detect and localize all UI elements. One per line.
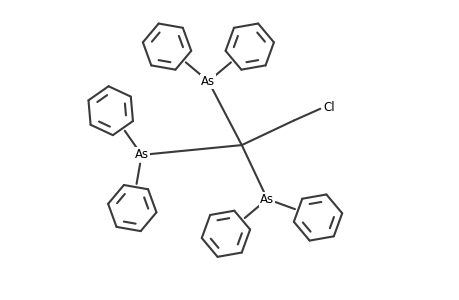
Text: As: As	[201, 75, 215, 88]
Text: Cl: Cl	[323, 101, 334, 114]
Text: As: As	[134, 148, 148, 161]
Text: As: As	[260, 193, 274, 206]
